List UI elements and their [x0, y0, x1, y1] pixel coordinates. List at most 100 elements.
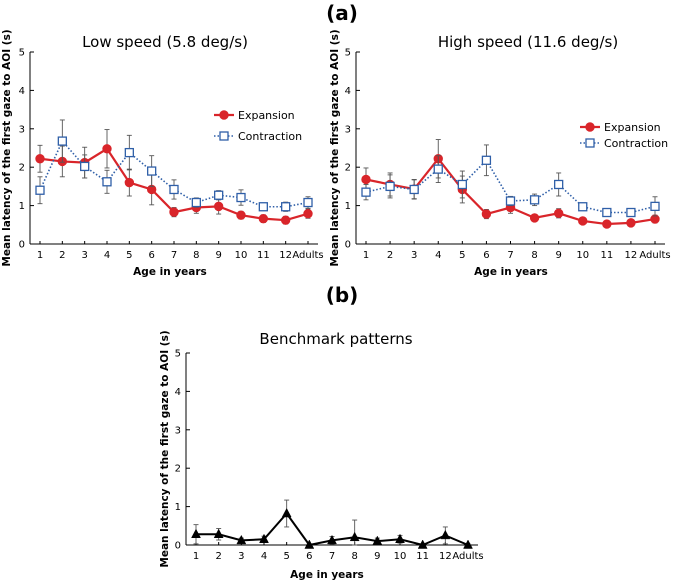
y-tick-label: 0	[19, 240, 25, 251]
series-expansion	[35, 129, 313, 225]
legend-marker	[219, 131, 229, 141]
data-point	[463, 539, 473, 549]
data-point	[35, 185, 45, 195]
data-point	[147, 166, 157, 176]
data-point	[395, 533, 405, 543]
data-point	[529, 213, 540, 223]
x-tick-label: 2	[387, 250, 393, 261]
y-axis-label: Mean latency of the first gaze to AOI (s…	[159, 330, 171, 567]
x-tick-label: 11	[416, 551, 429, 562]
data-point	[361, 174, 371, 185]
x-axis-label: Age in years	[474, 266, 548, 278]
data-point	[303, 197, 313, 208]
series-line	[365, 156, 656, 226]
x-tick-label: 10	[394, 551, 407, 562]
y-tick-label: 3	[345, 124, 351, 135]
legend-label: Contraction	[238, 130, 302, 143]
y-tick-label: 3	[19, 124, 25, 135]
legend-label: Contraction	[604, 137, 668, 150]
legend-marker	[219, 110, 229, 120]
x-tick-label: 2	[215, 551, 221, 562]
data-point	[214, 190, 224, 200]
x-tick-label: 9	[215, 250, 221, 261]
y-tick-label: 0	[345, 240, 351, 251]
x-tick-label: 8	[531, 250, 537, 261]
x-tick-label: Adults	[292, 250, 323, 261]
data-point	[236, 210, 246, 220]
data-point	[35, 154, 45, 164]
y-tick-label: 2	[175, 464, 181, 475]
series-contraction	[361, 144, 660, 218]
data-point	[553, 208, 564, 218]
data-point	[602, 207, 612, 218]
x-tick-label: 9	[555, 250, 561, 261]
data-point	[361, 187, 371, 197]
x-tick-label: 6	[148, 250, 154, 261]
data-point	[57, 136, 67, 146]
chart-title: Benchmark patterns	[259, 330, 412, 348]
data-point	[169, 207, 179, 217]
y-axis-label: Mean latency of the first gaze to AOI (s…	[329, 29, 341, 266]
data-point	[554, 179, 564, 190]
x-tick-label: 9	[374, 551, 380, 562]
data-point	[626, 218, 636, 228]
x-tick-label: 7	[171, 250, 177, 261]
y-axis-label: Mean latency of the first gaze to AOI (s…	[1, 29, 13, 266]
data-point	[481, 209, 492, 219]
x-tick-label: 6	[306, 551, 312, 562]
x-tick-label: 3	[411, 250, 417, 261]
y-tick-label: 5	[175, 349, 181, 360]
data-point	[481, 155, 492, 165]
y-tick-label: 4	[175, 387, 181, 398]
x-tick-label: 8	[193, 250, 199, 261]
y-tick-label: 4	[345, 86, 351, 97]
x-tick-label: 11	[257, 250, 270, 261]
data-point	[433, 164, 443, 174]
data-point	[280, 215, 291, 225]
x-axis-label: Age in years	[290, 569, 364, 581]
series-benchmark	[191, 499, 473, 549]
panel-label-a: (a)	[326, 1, 358, 25]
data-point	[258, 213, 269, 224]
data-point	[409, 184, 419, 195]
series-contraction	[35, 119, 313, 212]
panel-label-b: (b)	[326, 283, 359, 307]
x-tick-label: 3	[238, 551, 244, 562]
data-point	[349, 531, 360, 542]
legend: Expansion Contraction	[580, 121, 668, 150]
data-point	[236, 192, 246, 203]
data-point	[124, 147, 134, 158]
y-tick-label: 2	[19, 163, 25, 174]
x-tick-label: 12	[625, 250, 638, 261]
data-point	[457, 179, 467, 190]
data-point	[281, 202, 291, 212]
y-tick-label: 0	[175, 541, 181, 552]
x-tick-label: 5	[126, 250, 132, 261]
x-tick-label: 1	[37, 250, 43, 261]
data-point	[327, 534, 337, 545]
data-point	[259, 533, 269, 543]
x-tick-label: 1	[193, 551, 199, 562]
data-point	[124, 177, 135, 188]
x-axis-label: Age in years	[133, 266, 207, 278]
data-point	[258, 202, 268, 212]
legend-marker	[585, 138, 595, 148]
x-tick-label: Adults	[639, 250, 670, 261]
x-tick-label: 11	[600, 250, 613, 261]
data-point	[505, 196, 516, 206]
x-tick-label: 5	[459, 250, 465, 261]
data-point	[372, 535, 383, 545]
x-tick-label: 3	[81, 250, 87, 261]
x-tick-label: 12	[439, 551, 452, 562]
x-tick-label: 2	[59, 250, 65, 261]
x-tick-label: 4	[104, 250, 110, 261]
y-tick-label: 4	[19, 86, 25, 97]
data-point	[303, 208, 313, 219]
y-tick-label: 1	[19, 201, 25, 212]
data-point	[281, 507, 292, 518]
y-tick-label: 2	[345, 163, 351, 174]
